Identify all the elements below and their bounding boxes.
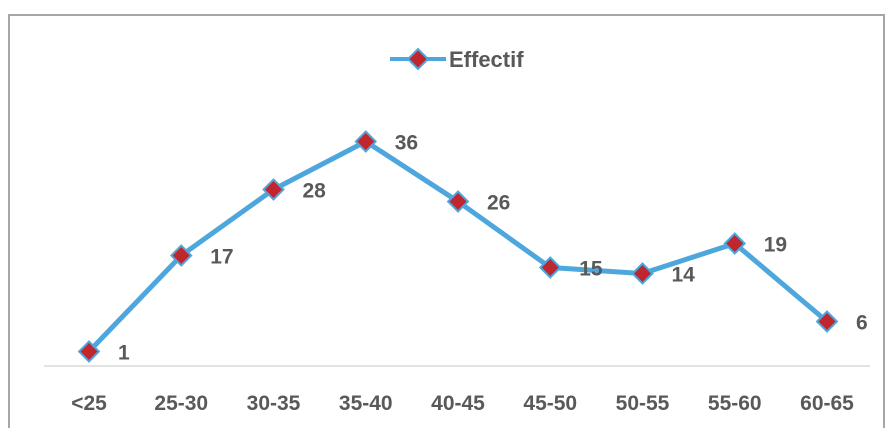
x-tick-label-2: 30-35 <box>247 392 301 415</box>
data-label-2: 28 <box>303 180 327 203</box>
data-label-5: 15 <box>579 258 603 281</box>
series-line-effectif <box>87 139 829 354</box>
x-tick-label-0: <25 <box>71 392 107 415</box>
data-label-6: 14 <box>672 264 696 287</box>
data-point-8 <box>815 310 839 333</box>
x-tick-labels: <25 25-30 30-35 35-40 40-45 45-50 50-55 55-60 60… <box>71 392 854 415</box>
data-label-8: 6 <box>856 312 868 335</box>
x-tick-label-7: 55-60 <box>708 392 762 415</box>
data-point-1 <box>169 244 193 267</box>
x-tick-label-4: 40-45 <box>431 392 485 415</box>
x-tick-label-3: 35-40 <box>339 392 393 415</box>
chart-frame <box>8 14 885 428</box>
data-point-0 <box>77 340 101 363</box>
data-label-1: 17 <box>210 246 233 269</box>
data-label-0: 1 <box>118 342 130 365</box>
data-label-3: 36 <box>395 132 418 155</box>
x-tick-label-6: 50-55 <box>616 392 670 415</box>
x-tick-label-8: 60-65 <box>800 392 854 415</box>
data-point-5 <box>538 256 562 279</box>
data-point-6 <box>631 262 654 285</box>
legend: Effectif <box>390 47 524 72</box>
data-label-4: 26 <box>487 192 510 215</box>
legend-label: Effectif <box>449 47 524 72</box>
data-label-7: 19 <box>764 234 787 257</box>
data-labels: 1 17 28 36 26 15 14 19 6 <box>118 132 868 365</box>
data-point-3 <box>354 130 378 153</box>
data-point-4 <box>446 190 470 213</box>
data-point-2 <box>262 178 285 201</box>
data-point-7 <box>723 232 747 255</box>
x-tick-label-5: 45-50 <box>523 392 577 415</box>
x-tick-label-1: 25-30 <box>154 392 208 415</box>
legend-marker-swatch <box>406 47 430 71</box>
data-points <box>77 130 839 363</box>
